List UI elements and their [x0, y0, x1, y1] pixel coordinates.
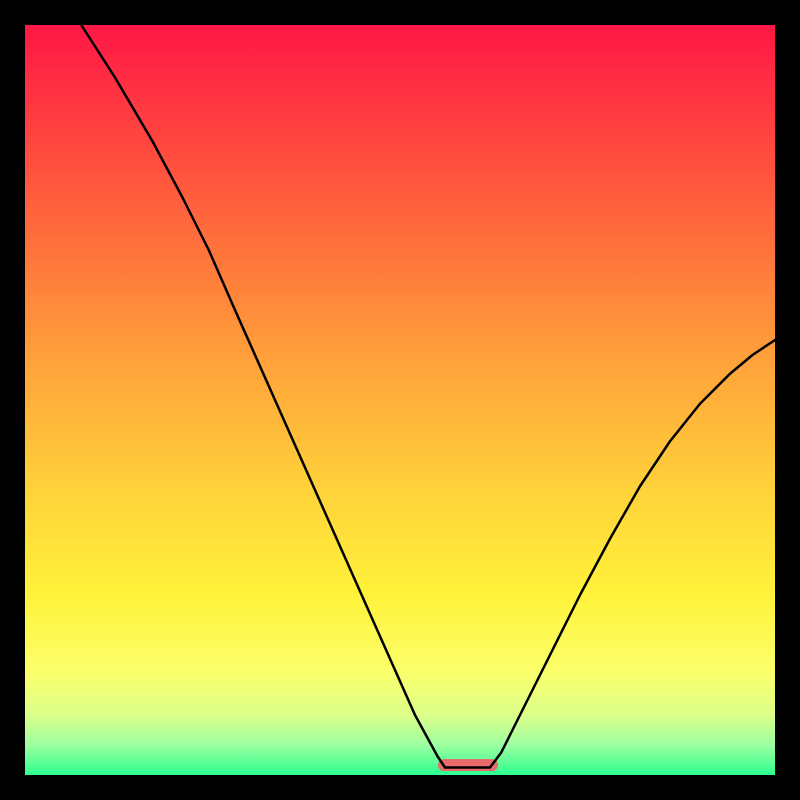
v-curve	[25, 25, 775, 775]
plot-area	[25, 25, 775, 775]
v-curve-path	[81, 25, 775, 768]
chart-stage: TheBottleneck.com	[0, 0, 800, 800]
